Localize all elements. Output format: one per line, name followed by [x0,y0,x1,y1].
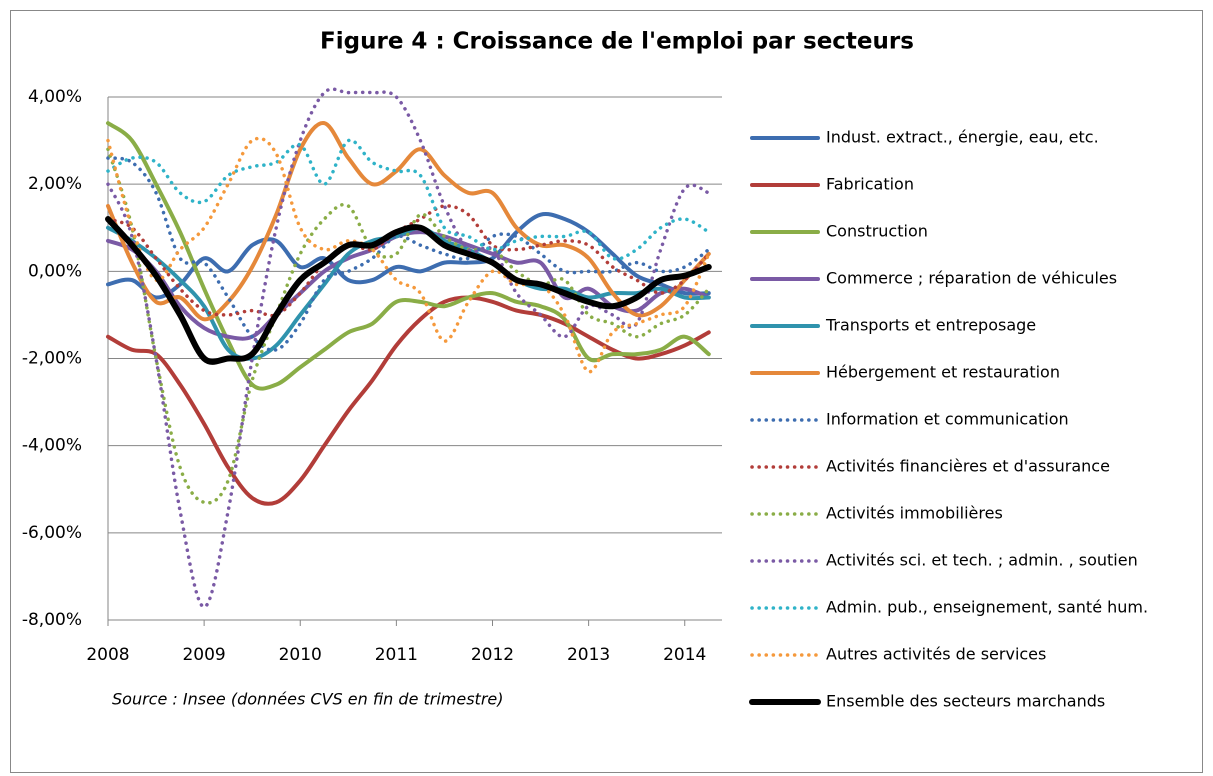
legend-label: Ensemble des secteurs marchands [826,692,1105,711]
x-tick-label: 2014 [663,645,706,665]
series-line [106,121,711,391]
y-tick-label: 2,00% [28,174,82,194]
source-note: Source : Insee (données CVS en fin de tr… [112,690,504,709]
series-line [106,138,711,261]
x-tick-label: 2009 [182,645,225,665]
y-tick-label: 4,00% [28,87,82,107]
series-line [105,216,712,365]
series-line [106,136,711,374]
chart-title: Figure 4 : Croissance de l'emploi par se… [320,29,914,55]
x-tick-label: 2012 [471,645,514,665]
legend-label: Commerce ; réparation de véhicules [826,269,1117,288]
chart-frame [10,10,1203,773]
y-tick-label: 0,00% [28,261,82,281]
series-line [106,147,711,505]
x-tick-label: 2008 [86,645,129,665]
y-tick-label: -8,00% [22,610,82,630]
series-line [106,87,711,609]
series-line [106,212,711,300]
x-tick-label: 2011 [375,645,418,665]
x-tick-label: 2010 [279,645,322,665]
series-line [106,156,711,352]
legend-label: Autres activités de services [826,645,1046,664]
series-line [106,295,711,506]
legend-label: Activités sci. et tech. ; admin. , souti… [826,551,1138,570]
y-tick-label: -2,00% [22,349,82,369]
y-tick-label: -4,00% [22,436,82,456]
legend-label: Indust. extract., énergie, eau, etc. [826,128,1099,147]
x-tick-label: 2013 [567,645,610,665]
legend-label: Construction [826,222,928,241]
series-line [106,121,711,322]
legend-label: Transports et entreposage [825,316,1036,335]
legend-label: Information et communication [826,410,1069,429]
y-tick-label: -6,00% [22,523,82,543]
legend-label: Hébergement et restauration [826,363,1060,382]
legend-label: Activités immobilières [826,504,1003,523]
legend-label: Admin. pub., enseignement, santé hum. [826,598,1148,617]
legend-label: Fabrication [826,175,914,194]
legend-label: Activités financières et d'assurance [826,457,1110,476]
